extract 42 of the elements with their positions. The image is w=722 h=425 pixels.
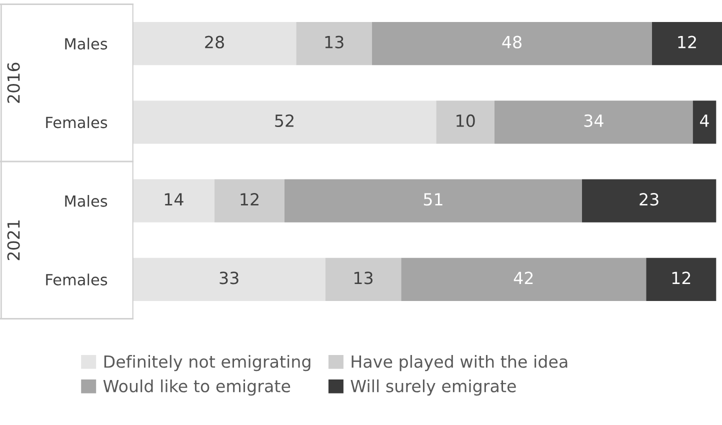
bar bbox=[214, 179, 285, 222]
bar bbox=[325, 258, 402, 302]
data-label: 52 bbox=[275, 114, 294, 128]
bar bbox=[652, 22, 722, 66]
data-label: 34 bbox=[584, 114, 604, 128]
legend-label: Definitely not emigrating bbox=[104, 355, 310, 372]
bar bbox=[646, 258, 716, 302]
data-label: 42 bbox=[514, 272, 533, 284]
bar bbox=[132, 179, 215, 222]
data-label: 33 bbox=[220, 272, 238, 284]
y-tick-label: Females bbox=[46, 116, 108, 128]
bar bbox=[692, 100, 716, 144]
bar bbox=[284, 179, 582, 222]
bar bbox=[132, 22, 296, 66]
legend-label: Will surely emigrate bbox=[350, 379, 516, 396]
bar bbox=[296, 22, 372, 66]
bar bbox=[401, 258, 646, 302]
legend-label: Have played with the idea bbox=[352, 355, 568, 372]
data-label: 4 bbox=[700, 114, 709, 127]
data-label: 12 bbox=[672, 272, 690, 284]
data-label: 14 bbox=[164, 193, 184, 206]
bar bbox=[582, 179, 716, 222]
bar bbox=[372, 22, 652, 66]
y-tick-label: Males bbox=[65, 195, 108, 207]
bar bbox=[436, 100, 495, 144]
y-tick-label: Females bbox=[46, 274, 108, 286]
text: 2021 bbox=[7, 220, 20, 260]
data-label: 12 bbox=[678, 36, 696, 48]
data-label: 28 bbox=[205, 36, 224, 48]
data-label: 23 bbox=[640, 193, 658, 206]
bar bbox=[132, 258, 326, 302]
bar bbox=[132, 100, 436, 144]
data-label: 13 bbox=[325, 36, 344, 48]
bar bbox=[494, 100, 693, 144]
y-tick-label: Males bbox=[65, 38, 108, 50]
data-label: 10 bbox=[456, 114, 475, 128]
data-label: 48 bbox=[502, 36, 522, 48]
data-label: 12 bbox=[240, 193, 258, 206]
data-label: 13 bbox=[354, 272, 373, 284]
data-label: 51 bbox=[424, 193, 442, 206]
text: 2016 bbox=[7, 62, 20, 103]
legend-label: Would like to emigrate bbox=[103, 379, 290, 396]
